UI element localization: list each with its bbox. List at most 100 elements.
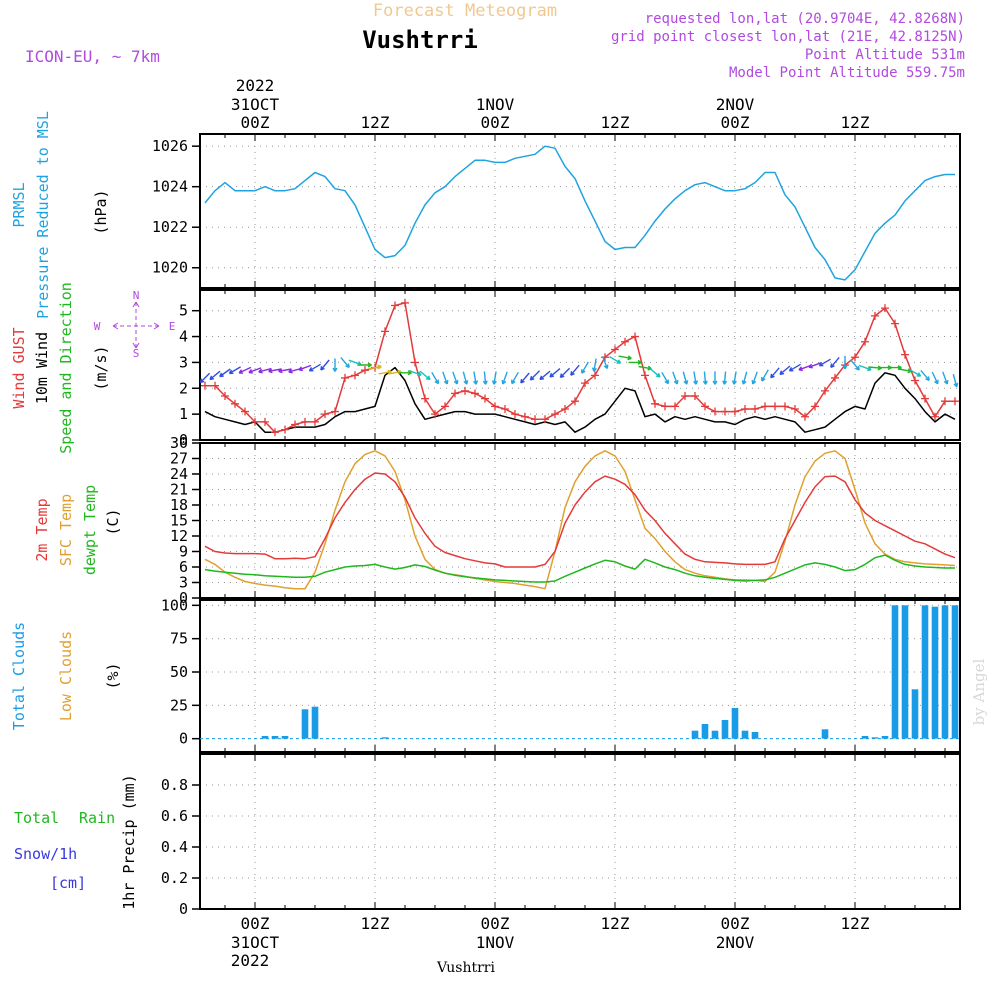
gust-marker [681,392,689,401]
gust-marker [581,379,589,388]
gust-marker [881,304,889,313]
pressure-labels: PRMSL Pressure Reduced to MSL (hPa) [10,111,110,319]
ytick-label: 75 [170,630,188,648]
cloud-bar [951,605,959,739]
wind-dir-arrow [298,364,312,372]
temp-label-4: (C) [104,508,122,535]
cloud-bar [311,706,319,739]
wind-dir-arrow [638,365,652,371]
compass-west: W [94,320,101,333]
clouds-label-3: (%) [104,662,122,689]
wind-dir-arrow [268,368,282,374]
location-title: Vushtrri [362,26,478,54]
ytick-label: 0 [179,589,188,607]
ytick-label: 4 [179,328,188,346]
bottom-year: 2022 [231,951,270,970]
gust-marker [761,402,769,411]
gust-marker [701,402,709,411]
precip-label-total: Total [14,809,59,827]
subtitle: Forecast Meteogram [373,1,557,21]
ytick-label: 100 [161,596,188,614]
gust-marker [711,407,719,416]
gust-marker [821,386,829,395]
gust-marker [221,392,229,401]
precip-label-rain: Rain [79,809,115,827]
ytick-label: 6 [179,558,188,576]
wind-dir-arrow [618,355,632,361]
gust-marker [261,417,269,426]
cloud-bar [871,737,879,739]
panel-frame [199,599,961,753]
gust-marker [891,319,899,328]
compass-arrow-up [132,301,140,308]
ytick-label: 27 [170,450,188,468]
cloud-bar [711,730,719,739]
wind-dir-arrow [682,371,689,385]
wind-dir-arrow [368,364,382,370]
gust-marker [311,417,319,426]
ytick-label: 3 [179,574,188,592]
wind-dir-arrow [952,374,959,388]
compass-rose: N W E S [94,289,176,360]
pressure-label-1: PRMSL [10,182,28,227]
wind-dir-arrow [712,371,718,385]
wind-dir-arrow [788,363,801,372]
ytick-label: 24 [170,465,188,483]
wind-dir-arrow [408,369,422,377]
wind-dir-arrow [741,371,748,385]
cloud-bar [931,606,939,739]
bottom-hour-label: 12Z [361,914,390,933]
model-name: ICON-EU, ~ 7km [25,47,160,66]
wind-dir-arrow [511,371,519,385]
clouds-label-1: Total Clouds [10,622,28,730]
wind-dir-arrow [722,371,728,385]
gust-marker [731,407,739,416]
ytick-label: 0.4 [161,838,188,856]
wind-dir-arrow [431,371,439,385]
gust-marker [351,371,359,380]
gust-marker [621,337,629,346]
wind-dir-arrow [779,365,791,376]
gust-marker [481,394,489,403]
cloud-bar [731,708,739,739]
temp-label-2: SFC Temp [57,494,75,566]
gust-marker [911,376,919,385]
ytick-label: 0 [179,431,188,449]
wind-labels: Wind GUST 10m Wind Speed and Direction (… [10,282,175,454]
wind-dir-arrow [591,358,597,372]
wind-dir-arrow [199,372,211,384]
wind-label-1: Wind GUST [10,327,28,408]
gust-marker [241,407,249,416]
wind-speed-line [204,366,956,433]
wind-dir-arrow [909,368,922,377]
gust-marker [931,412,939,421]
bottom-hour-label: 00Z [241,914,270,933]
ytick-label: 2 [179,379,188,397]
gust-marker [531,415,539,424]
wind-dir-arrow [278,368,292,374]
wind-dir-arrow [920,369,930,381]
wind-dir-arrow [830,356,840,369]
gust-marker [611,345,619,354]
top-date-label: 31OCT [231,95,280,114]
compass-north: N [133,289,140,302]
compass-arrow-left [112,322,119,330]
wind-panel: 0 1 2 3 4 5 [179,289,961,449]
wind-dir-arrow [628,359,642,365]
cloud-bar [261,736,269,739]
cloud-bar [911,689,919,739]
cloud-bar [881,736,889,739]
wind-dir-arrow [419,370,431,381]
cloud-bar [691,730,699,739]
gust-marker [321,410,329,419]
pressure-label-2: Pressure Reduced to MSL [34,111,52,319]
gust-marker [401,298,409,307]
gust-marker [211,381,219,390]
wind-dir-arrow [751,371,758,385]
ytick-label: 1020 [152,259,188,277]
clouds-labels: Total Clouds Low Clouds (%) [10,622,122,730]
wind-dir-arrow [942,371,949,385]
wind-dir-arrow [661,371,669,385]
gust-marker [861,337,869,346]
